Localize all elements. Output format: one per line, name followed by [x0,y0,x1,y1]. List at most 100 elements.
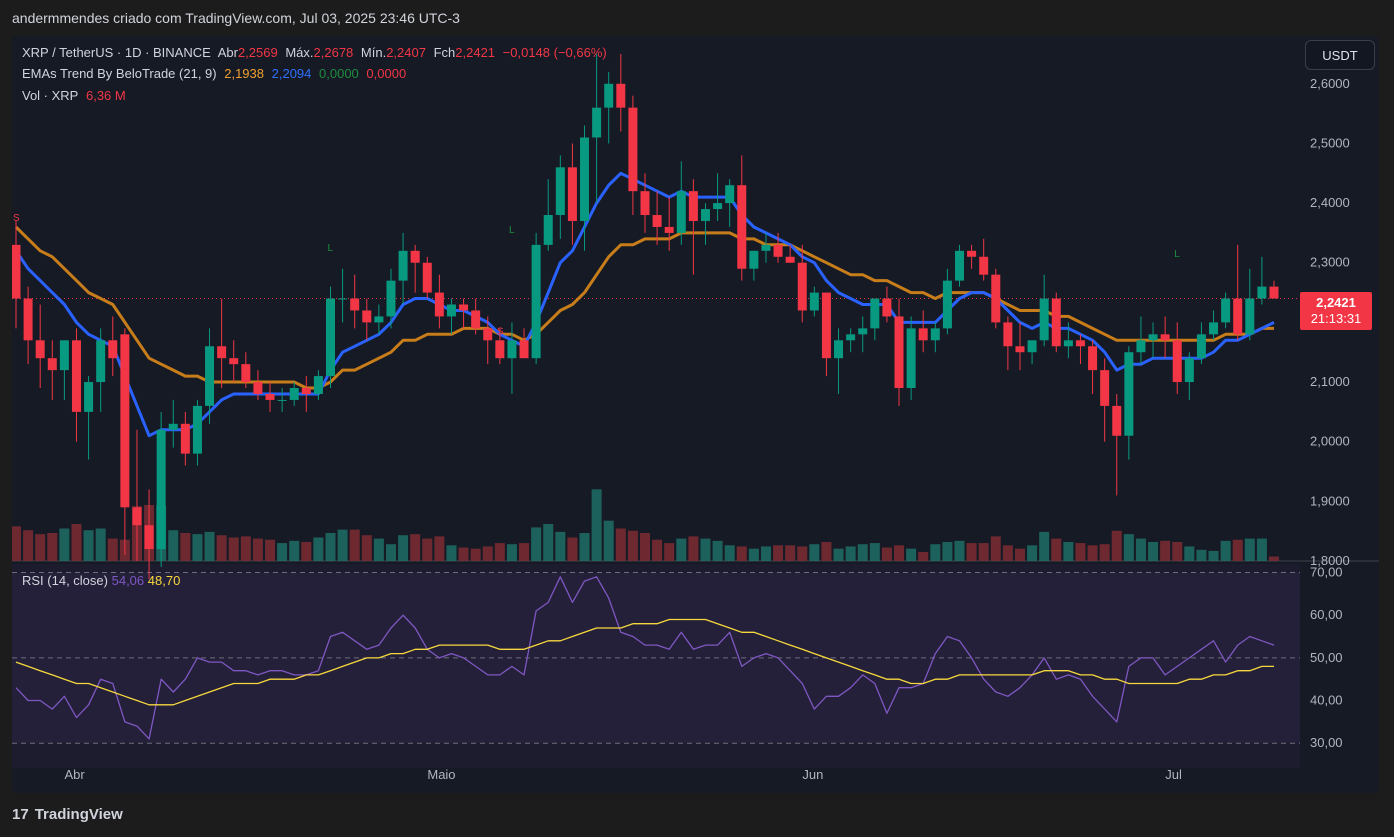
volume-bar [591,489,602,561]
candle-body [301,388,311,394]
volume-bar [12,526,21,561]
candle-body [483,328,493,341]
volume-bar [869,543,880,561]
volume-bar [47,533,58,561]
candle-body [688,191,698,221]
volume-bar [1244,538,1255,561]
currency-button[interactable]: USDT [1305,40,1375,70]
candle-body [59,340,69,371]
candle-body [858,328,868,335]
volume-bar [833,548,844,561]
legend-rsi-ma: 48,70 [147,573,181,588]
volume-bar [712,540,723,561]
volume-bar [494,543,505,561]
candle-body [737,185,747,269]
volume-bar [676,538,687,561]
candle-body [652,215,662,227]
volume-bar [543,524,554,561]
candle-body [1003,322,1013,347]
volume-bar [1027,545,1038,561]
last-price: 2,2421 [1316,295,1356,310]
volume-bar [35,534,46,561]
candle-body [96,340,106,383]
candle-body [640,191,650,216]
rsi-tick-label: 40,00 [1310,693,1343,708]
candle-body [894,316,904,389]
candle-body [592,107,602,138]
legend-ohlc: XRP / TetherUS · 1D · BINANCE Abr2,2569 … [22,45,611,60]
candle-body [1015,346,1025,353]
volume-bar [59,528,70,561]
volume-bar [240,536,251,561]
volume-bar [1172,541,1183,561]
volume-bar [434,536,445,561]
legend-symbol[interactable]: XRP / TetherUS · 1D · BINANCE [22,45,211,60]
price-tick-label: 2,5000 [1310,135,1350,150]
volume-bar [724,545,735,561]
volume-bar [1148,541,1159,561]
volume-bar [603,520,614,561]
volume-bar [192,534,203,561]
volume-bar [942,541,953,561]
legend-high: 2,2678 [313,45,354,60]
price-tick-label: 1,8000 [1310,553,1350,568]
price-chart[interactable]: 2,6000 2,5000 2,4000 2,3000 2,1000 2,0000 1,90… [12,36,1379,793]
candle-body [120,334,130,508]
candle-body [1221,298,1231,323]
bar-countdown: 21:13:31 [1310,311,1362,326]
candle-body [713,203,723,210]
volume-bar [1269,556,1279,561]
volume-bar [71,524,82,561]
volume-bar [216,535,227,561]
time-axis-label: Abr [64,767,85,782]
candle-body [942,280,952,329]
ema-slow-line [14,225,1274,390]
volume-bar [906,548,917,561]
volume-bar [857,544,868,561]
candle-body [156,429,166,550]
price-tick-label: 1,9000 [1310,493,1350,508]
volume-bar [688,536,699,561]
candle-body [1233,298,1243,335]
legend-ema-v3: 0,0000 [319,66,359,81]
candle-body [821,292,831,359]
candle-body [265,393,275,400]
candle-body [991,274,1001,323]
candle-body [132,507,142,526]
legend-vol-name[interactable]: Vol · XRP [22,88,79,103]
candle-body [434,292,444,317]
candle-body [84,382,94,412]
volume-bar [337,529,348,561]
legend-ema: EMAs Trend By BeloTrade (21, 9) 2,1938 2… [22,66,410,81]
candle-body [217,346,227,359]
volume-bar [918,552,929,561]
volume-bar [627,530,638,561]
candle-body [846,334,856,341]
candle-body [979,256,989,275]
volume-bar [1160,540,1171,561]
legend-open: 2,2569 [237,45,278,60]
volume-bar [1256,538,1267,561]
volume-bar [748,548,759,561]
legend-high-label: Máx. [285,45,314,60]
candle-body [229,358,239,365]
candle-body [192,405,202,454]
candle-body [1063,340,1073,347]
footer-brand[interactable]: 17 TradingView [12,806,123,823]
volume-bar [482,546,493,561]
signal-label: L [1174,249,1180,260]
candle-body [628,107,638,192]
candle-body [350,298,360,311]
candle-body [1209,322,1219,335]
legend-rsi-name[interactable]: RSI (14, close) [22,573,108,588]
candle-body [362,310,372,323]
candle-body [1269,286,1279,299]
volume-bar [301,541,312,561]
volume-bar [785,545,796,561]
tradingview-logo-icon: 17 [12,806,29,823]
legend-ema-name[interactable]: EMAs Trend By BeloTrade (21, 9) [22,66,217,81]
candle-body [749,250,759,269]
volume-bar [797,546,808,561]
candle-body [386,280,396,317]
volume-bar [567,537,578,561]
